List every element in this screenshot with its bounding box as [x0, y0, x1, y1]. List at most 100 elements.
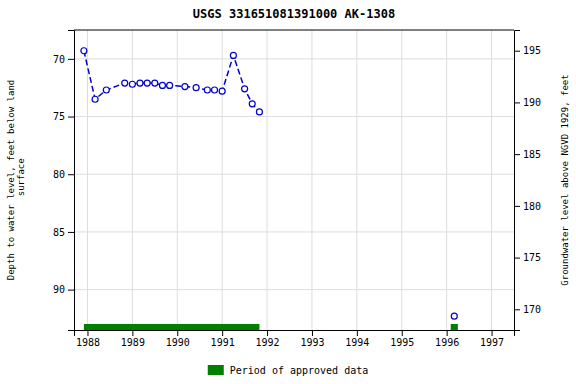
tick-mark [267, 330, 268, 336]
y-axis: 70 75 80 85 90 [53, 31, 75, 331]
point [256, 109, 262, 115]
tick-label: 180 [523, 201, 541, 212]
point [204, 87, 210, 93]
tick: 195 [514, 45, 541, 56]
tick: 1991 [211, 330, 235, 348]
point [129, 81, 135, 87]
point [103, 87, 109, 93]
grid-line [491, 30, 492, 330]
grid-line [74, 231, 514, 232]
tick: 1988 [76, 330, 100, 348]
title: USGS 331651081391000 AK-1308 [193, 7, 395, 21]
tick: 1996 [435, 330, 459, 348]
frame-line [74, 30, 514, 31]
axis-label: Depth to water level, feet below land su… [6, 80, 26, 280]
point [242, 86, 248, 92]
point [92, 96, 98, 102]
tick-mark [177, 330, 178, 336]
grid-line [401, 30, 402, 330]
tick: 90 [53, 284, 74, 295]
tick: 1997 [480, 330, 504, 348]
point [152, 80, 158, 86]
tick: 85 [53, 227, 74, 238]
point [219, 88, 225, 94]
tick-label: 85 [53, 227, 65, 238]
point [193, 85, 199, 91]
tick-mark [402, 330, 403, 336]
tick-label: 1993 [300, 337, 324, 348]
tick-mark [514, 309, 520, 310]
tick: 170 [514, 304, 541, 315]
tick-mark [514, 51, 520, 52]
y2-axis: 170 175 180 185 190 195 [514, 31, 541, 331]
point [144, 80, 150, 86]
tick-label: 185 [523, 149, 541, 160]
point [159, 82, 165, 88]
tick-mark [87, 330, 88, 336]
grid-line [446, 30, 447, 330]
legend: Period of approved data [208, 365, 368, 376]
tick-label: 170 [523, 304, 541, 315]
axis-line [75, 331, 515, 337]
grid-line [74, 58, 514, 59]
tick-label: 175 [523, 252, 541, 263]
tick-mark [514, 258, 520, 259]
tick-label: 1996 [435, 337, 459, 348]
grid-line [267, 30, 268, 330]
tick-mark [68, 117, 74, 118]
marks [81, 48, 458, 330]
x-axis: 1988 1989 1990 1991 1992 1993 1994 1995 1996 1997 [75, 330, 515, 348]
tick: 1994 [345, 330, 369, 348]
tick-mark [68, 232, 74, 233]
point [230, 52, 236, 58]
legend-item: Period of approved data [208, 365, 368, 376]
tick-mark [68, 290, 74, 291]
grid-line [74, 174, 514, 175]
grid-line [311, 30, 312, 330]
tick: 75 [53, 111, 74, 122]
tick: 1995 [390, 330, 414, 348]
grid-line [74, 289, 514, 290]
tick-label: 1989 [121, 337, 145, 348]
point [249, 101, 255, 107]
tick-mark [312, 330, 313, 336]
tick: 1993 [300, 330, 324, 348]
tick-label: 1991 [211, 337, 235, 348]
tick: 185 [514, 149, 541, 160]
approved-period [84, 324, 260, 330]
grid-line [222, 30, 223, 330]
tick-label: 195 [523, 45, 541, 56]
grid-line [74, 116, 514, 117]
tick-label: 190 [523, 97, 541, 108]
tick: 1989 [121, 330, 145, 348]
tick-mark [492, 330, 493, 336]
axis-line [68, 31, 75, 331]
grid-line [177, 30, 178, 330]
point [122, 80, 128, 86]
axis-label: Groundwater level above NGVD 1929, feet [560, 74, 570, 285]
tick: 70 [53, 54, 74, 65]
legend-label: Period of approved data [230, 365, 368, 376]
legend-swatch [208, 365, 224, 375]
tick-label: 1992 [256, 337, 280, 348]
tick-label: 1994 [345, 337, 369, 348]
tick: 175 [514, 252, 541, 263]
tick-mark [68, 59, 74, 60]
chart: 1988 1989 1990 1991 1992 1993 1994 1995 1996 1997… [0, 0, 576, 384]
grid-line [87, 30, 88, 330]
tick-mark [357, 330, 358, 336]
line [84, 51, 260, 112]
point [167, 82, 173, 88]
tick-label: 75 [53, 111, 65, 122]
approved-period [451, 324, 458, 330]
point [451, 313, 457, 319]
point [212, 87, 218, 93]
point [81, 48, 87, 54]
tick: 180 [514, 201, 541, 212]
grid-line [132, 30, 133, 330]
tick-label: 80 [53, 169, 65, 180]
tick: 1990 [166, 330, 190, 348]
tick-mark [68, 174, 74, 175]
point [182, 84, 188, 90]
grid-line [356, 30, 357, 330]
